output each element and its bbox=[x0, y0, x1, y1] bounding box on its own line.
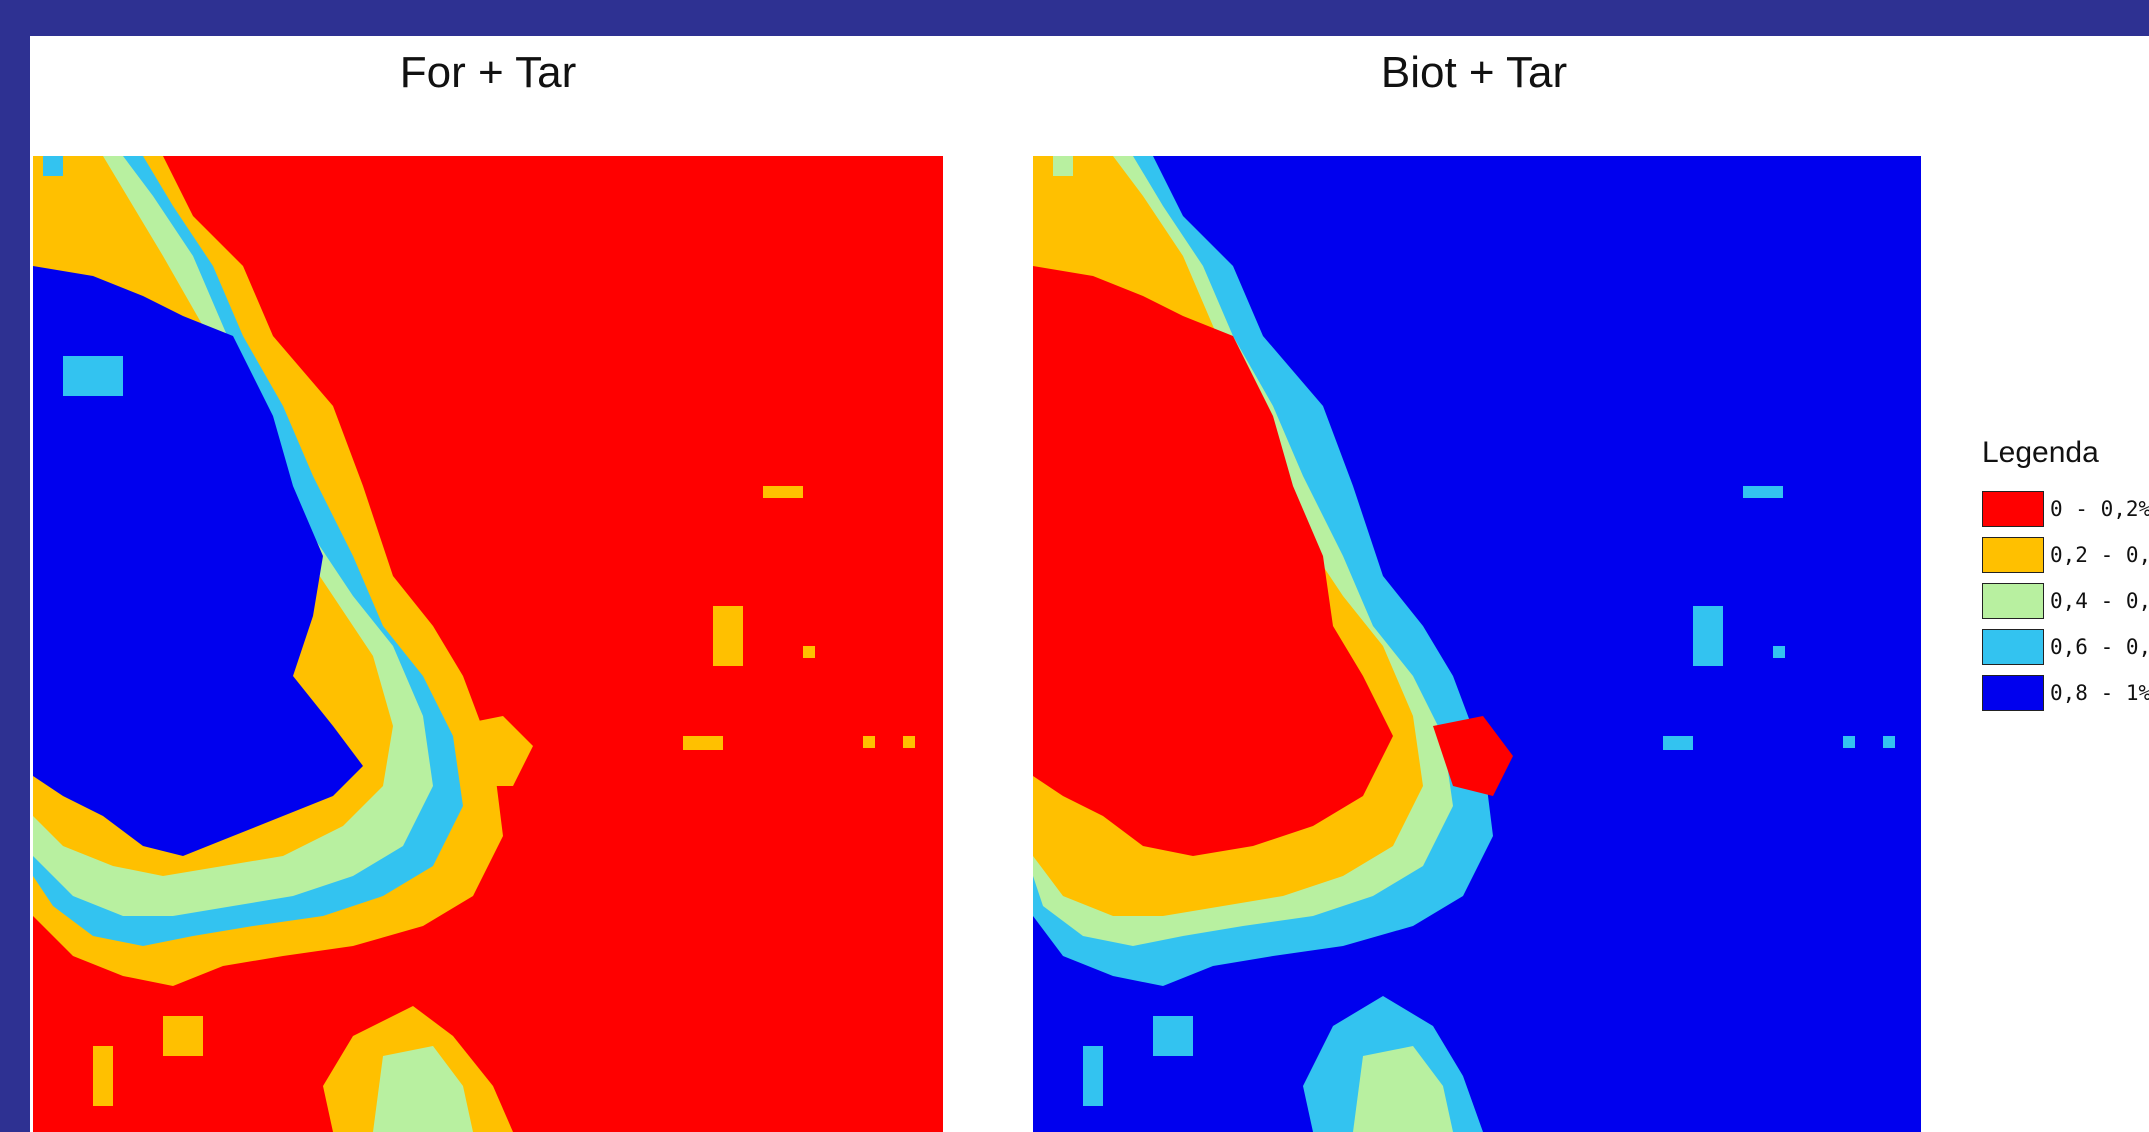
map-pixel bbox=[163, 1016, 203, 1056]
legend-item: 0,8 - 1% bbox=[1982, 670, 2149, 716]
map-pixel bbox=[903, 736, 915, 748]
legend-swatch bbox=[1982, 491, 2044, 527]
left-raster-map bbox=[33, 156, 943, 1132]
legend-label: 0,4 - 0,6% bbox=[2050, 589, 2149, 613]
map-pixel bbox=[63, 356, 123, 396]
legend-item: 0 - 0,2% bbox=[1982, 486, 2149, 532]
map-pixel bbox=[1053, 156, 1073, 176]
map-pixel bbox=[1883, 736, 1895, 748]
map-zone bbox=[453, 716, 533, 786]
legend-item: 0,6 - 0,8% bbox=[1982, 624, 2149, 670]
left-map-title: For + Tar bbox=[399, 48, 577, 97]
left-map-svg bbox=[33, 156, 943, 1132]
legend-label: 0,2 - 0,4% bbox=[2050, 543, 2149, 567]
legend-label: 0 - 0,2% bbox=[2050, 497, 2149, 521]
map-pixel bbox=[863, 736, 875, 748]
legend-swatch bbox=[1982, 675, 2044, 711]
map-pixel bbox=[93, 1046, 113, 1106]
right-raster-map bbox=[1033, 156, 1921, 1132]
legend-label: 0,8 - 1% bbox=[2050, 681, 2149, 705]
legend-label: 0,6 - 0,8% bbox=[2050, 635, 2149, 659]
map-pixel bbox=[1083, 1046, 1103, 1106]
map-zone bbox=[1353, 1046, 1453, 1132]
map-pixel bbox=[683, 736, 723, 750]
legend-swatch bbox=[1982, 537, 2044, 573]
map-pixel bbox=[1693, 606, 1723, 666]
map-pixel bbox=[1153, 1016, 1193, 1056]
map-pixel bbox=[763, 486, 803, 498]
map-zone bbox=[33, 266, 363, 856]
legend-title: Legenda bbox=[1982, 436, 2099, 469]
map-legend: Legenda 0 - 0,2% 0,2 - 0,4% 0,4 - 0,6% 0,6 … bbox=[1982, 436, 2149, 716]
legend-swatch bbox=[1982, 629, 2044, 665]
legend-swatch bbox=[1982, 583, 2044, 619]
map-pixel bbox=[1663, 736, 1693, 750]
right-map-svg bbox=[1033, 156, 1921, 1132]
map-pixel bbox=[43, 156, 63, 176]
map-pixel bbox=[1843, 736, 1855, 748]
map-pixel bbox=[713, 606, 743, 666]
legend-item: 0,4 - 0,6% bbox=[1982, 578, 2149, 624]
map-zone bbox=[1033, 266, 1393, 856]
map-zone bbox=[1433, 716, 1513, 796]
map-pixel bbox=[1773, 646, 1785, 658]
map-zone bbox=[373, 1046, 473, 1132]
map-pixel bbox=[803, 646, 815, 658]
right-map-title: Biot + Tar bbox=[1380, 48, 1568, 97]
legend-item: 0,2 - 0,4% bbox=[1982, 532, 2149, 578]
map-pixel bbox=[1743, 486, 1783, 498]
figure-panel: For + Tar Biot + Tar bbox=[30, 36, 2149, 1132]
